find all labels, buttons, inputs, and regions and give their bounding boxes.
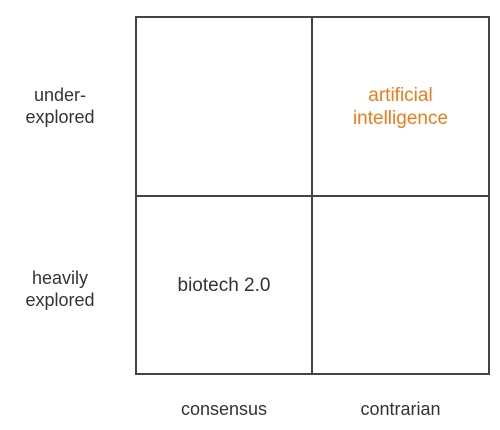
cell-text-line: artificial	[368, 84, 433, 106]
row-label-line: explored	[25, 290, 95, 310]
row-label-line: under-	[33, 85, 87, 105]
column-label-consensus: consensus	[180, 399, 268, 419]
row-label-line: heavily	[31, 268, 89, 288]
row-label-underexplored: under- explored	[0, 84, 120, 128]
horizontal-divider	[135, 195, 490, 197]
cell-underexplored-contrarian: artificial intelligence	[313, 18, 488, 195]
cell-underexplored-consensus	[137, 18, 311, 195]
cell-heavilyexplored-consensus: biotech 2.0	[137, 197, 311, 373]
cell-heavilyexplored-contrarian	[313, 197, 488, 373]
cell-text-line: intelligence	[352, 107, 449, 129]
cell-text-line: biotech 2.0	[177, 274, 271, 296]
row-label-line: explored	[25, 107, 95, 127]
row-label-heavilyexplored: heavily explored	[0, 267, 120, 311]
column-label-contrarian: contrarian	[360, 399, 441, 419]
